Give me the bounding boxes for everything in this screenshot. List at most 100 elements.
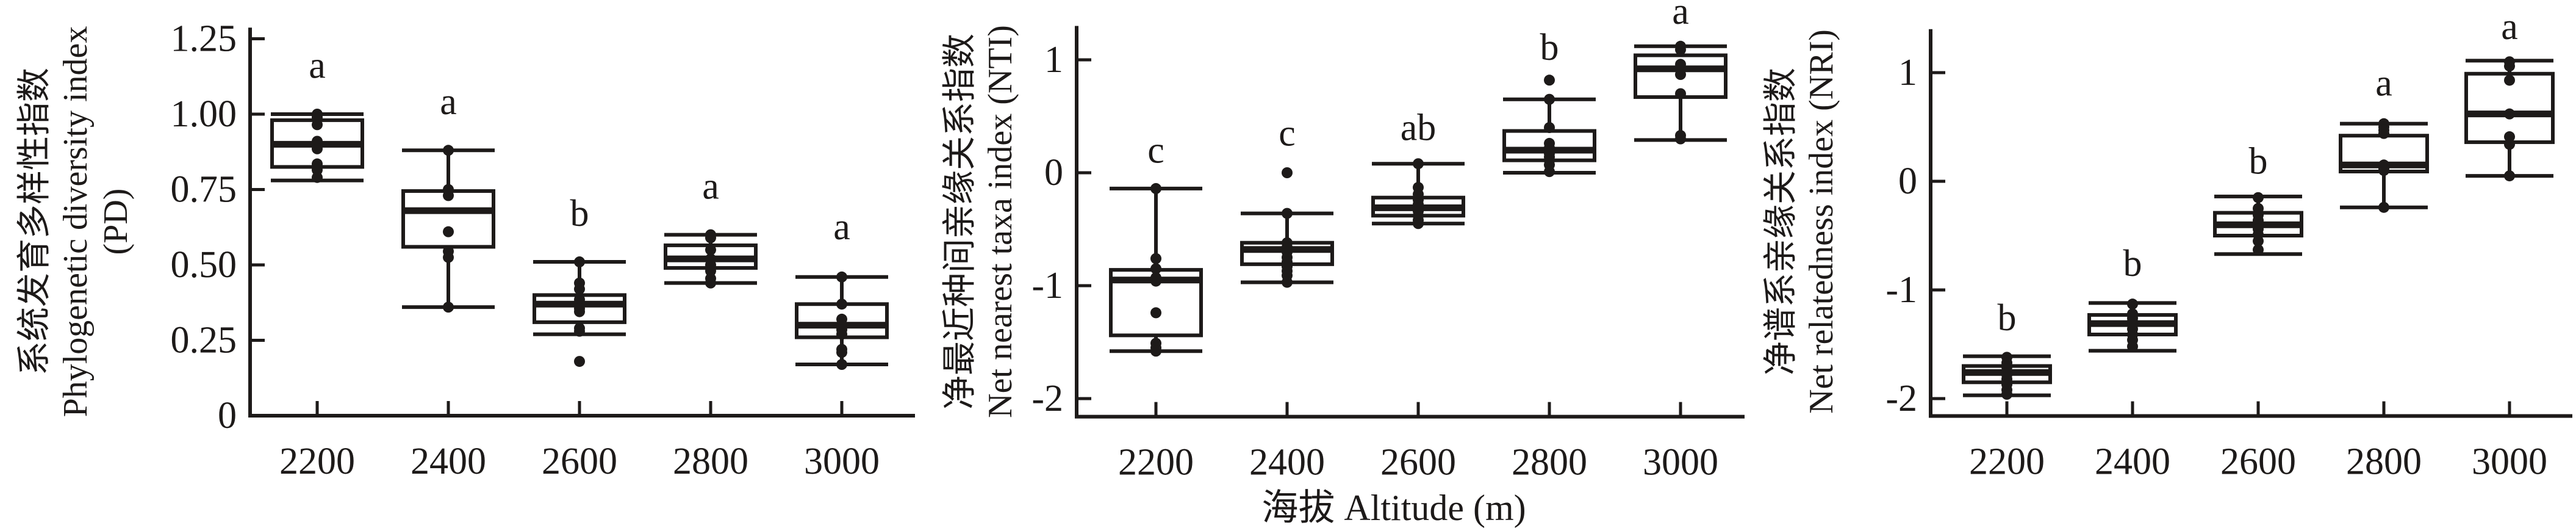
pd-ylabel-en: Phylogenetic diversity index [57,26,95,418]
nti-plot-area: 1 0 -1 -2 2200 2400 2600 2800 3000 c c ab b a [1031,0,1745,483]
data-point [836,347,847,358]
box-group-2600: b [2213,141,2303,256]
data-point [836,271,847,283]
data-point [2504,74,2515,86]
x-tick-label: 3000 [804,441,880,482]
data-point [1675,88,1686,99]
data-point [2253,244,2264,256]
data-point [836,328,847,340]
data-point [2253,192,2264,203]
nri-ylabel-en: Net relatedness index (NRI) [1803,29,1840,414]
x-axis-title: 海拔 Altitude (m) [1261,488,1526,528]
data-point [1150,183,1161,194]
data-point [705,244,716,256]
data-point [1150,253,1161,264]
nti-ylabel-zh: 净最近种间亲缘关系指数 [941,34,979,410]
pd-ylabel-unit: (PD) [97,189,135,255]
sig-letter: b [2123,243,2142,284]
data-point [312,136,323,147]
y-tick-label: -2 [1885,378,1917,419]
data-point [1413,218,1424,230]
data-point [1150,307,1161,319]
sig-letter: a [702,165,719,207]
data-point [2504,60,2515,72]
data-point [443,251,454,263]
y-tick-label: 0.75 [171,169,237,211]
data-point [1675,59,1686,70]
data-point [1675,44,1686,56]
data-point [1150,263,1161,275]
box-group-2600: b [533,193,626,367]
data-point [312,119,323,131]
data-point [443,145,454,156]
x-tick-label: 3000 [2472,441,2547,482]
box-group-3000: a [795,206,889,371]
data-point [1150,345,1161,357]
data-point [312,172,323,183]
data-point [312,111,323,123]
data-point [1150,275,1161,287]
x-tick-label: 2400 [1249,442,1325,483]
data-point [705,232,716,244]
x-tick-label: 2400 [2095,441,2170,482]
x-tick-label: 2200 [1969,441,2045,482]
axis-spine [1075,26,1745,419]
data-point [443,190,454,201]
data-point [312,143,323,154]
data-point [443,302,454,313]
x-tick-label: 2600 [542,441,617,482]
box-group-2400: b [2087,243,2178,353]
pd-plot-area: 1.25 1.00 0.75 0.50 0.25 0 2200 2400 2600 2800 300… [171,18,915,482]
box-group-2800: a [664,165,758,289]
nri-ylabel-zh: 净谱系亲缘关系指数 [1762,68,1800,375]
data-point [1675,69,1686,81]
data-point [705,265,716,277]
data-point [2253,235,2264,247]
x-tick-label: 2800 [2346,441,2422,482]
box-group-2400: a [401,81,495,313]
data-point [574,256,585,268]
y-tick-label: 1.00 [171,93,237,135]
data-point [574,283,585,295]
axis-spine [1929,29,2572,418]
y-tick-label: 0.25 [171,320,237,361]
box-group-2400: c [1240,113,1334,288]
nti-ylabel-en: Net nearest taxa index (NTI) [981,25,1019,418]
data-point [1413,158,1424,170]
data-point [2378,165,2389,176]
y-tick-label: 1.25 [171,18,237,60]
sig-letter: a [440,81,457,123]
y-tick-label: -2 [1031,378,1063,419]
box-group-2200: c [1109,129,1203,357]
x-tick-label: 2600 [2220,441,2296,482]
data-point [2504,131,2515,143]
data-point [1544,122,1555,133]
data-point [836,298,847,310]
data-point [2504,108,2515,120]
pd-ylabel-zh: 系统发育多样性指数 [16,68,54,375]
x-tick-label: 2200 [279,441,355,482]
sig-letter: a [2375,62,2392,104]
sig-letter: b [2249,141,2268,183]
sig-letter: c [1147,129,1164,171]
box-group-2800: b [1502,27,1596,178]
data-point [1282,208,1293,219]
x-tick-label: 2800 [1512,442,1587,483]
data-point [705,277,716,289]
box-group-2200: b [1962,297,2052,400]
sig-letter: b [1540,27,1559,68]
y-tick-label: -1 [1031,265,1063,306]
data-point [1282,277,1293,288]
y-tick-label: 1 [1898,52,1917,93]
sig-letter: a [833,206,850,248]
data-point [312,164,323,176]
box-group-2800: a [2339,62,2429,213]
sig-letter: a [2501,6,2518,48]
panel-nti-chart: 净最近种间亲缘关系指数 Net nearest taxa index (NTI)… [941,0,1745,528]
data-point [443,226,454,237]
x-tick-label: 2200 [1118,442,1194,483]
data-point [2127,298,2138,310]
sig-letter: b [570,193,589,234]
y-tick-label: 0.50 [171,244,237,286]
data-point [2378,128,2389,139]
